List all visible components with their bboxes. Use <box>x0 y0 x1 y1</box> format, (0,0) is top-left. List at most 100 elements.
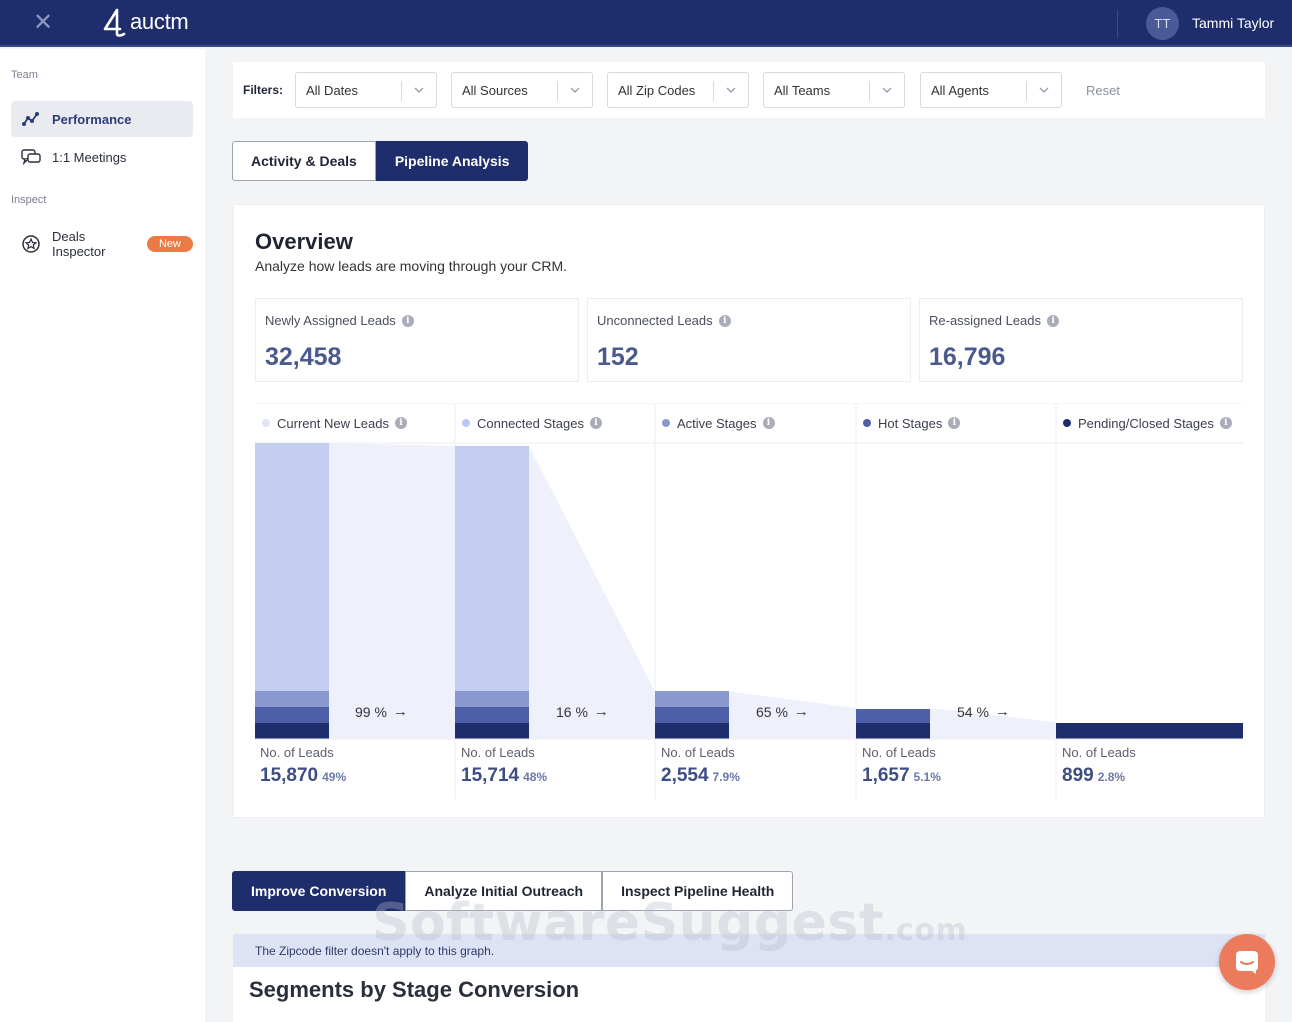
topbar-divider <box>1117 10 1118 38</box>
leads-count: 15,870 <box>260 765 319 786</box>
tab-improve-conversion[interactable]: Improve Conversion <box>232 871 406 911</box>
stat-newly-assigned: Newly Assigned Leads i 32,458 <box>255 298 579 382</box>
tab-activity-deals[interactable]: Activity & Deals <box>232 141 376 181</box>
stat-label: Unconnected Leads i <box>597 313 731 328</box>
arrow-right-icon: → <box>994 703 1010 720</box>
view-tabs: Activity & Deals Pipeline Analysis <box>232 141 529 181</box>
sidebar-item-label: Performance <box>52 111 132 127</box>
leads-share: 5.1% <box>913 770 941 784</box>
sidebar: Team Performance 1:1 Meetings Inspect De… <box>0 49 205 1022</box>
stat-value: 152 <box>597 343 639 371</box>
reset-button[interactable]: Reset <box>1086 83 1120 98</box>
user-name[interactable]: Tammi Taylor <box>1192 15 1275 31</box>
stage-header-connected: Connected Stages i <box>455 403 655 443</box>
tab-pipeline-analysis[interactable]: Pipeline Analysis <box>375 141 529 181</box>
sidebar-item-performance[interactable]: Performance <box>11 101 193 137</box>
chevron-down-icon <box>570 87 580 93</box>
top-bar: ✕ auctm TT Tammi Taylor <box>0 0 1292 47</box>
leads-count: 1,657 <box>862 765 910 786</box>
stat-unconnected: Unconnected Leads i 152 <box>587 298 911 382</box>
dates-select[interactable]: All Dates <box>295 72 437 108</box>
zip-codes-select[interactable]: All Zip Codes <box>607 72 749 108</box>
zipcode-notice: The Zipcode filter doesn't apply to this… <box>233 934 1265 967</box>
select-value: All Agents <box>931 83 989 98</box>
sidebar-section-team: Team <box>11 69 38 81</box>
chat-icon <box>1236 951 1258 974</box>
info-icon[interactable]: i <box>395 417 407 429</box>
filters-bar: Filters: All Dates All Sources All Zip C… <box>233 62 1265 118</box>
avatar[interactable]: TT <box>1146 7 1179 40</box>
teams-select[interactable]: All Teams <box>763 72 905 108</box>
funnel-bar-segment <box>655 691 729 707</box>
stage-footer: No. of Leads 15,714 48% <box>461 745 547 787</box>
segments-title: Segments by Stage Conversion <box>249 977 580 1002</box>
stage-dot <box>262 419 270 427</box>
logo-mark-icon <box>103 8 126 37</box>
leads-label: No. of Leads <box>461 745 535 760</box>
funnel-bar-segment <box>255 723 329 739</box>
funnel-bar-segment <box>655 723 729 739</box>
select-value: All Sources <box>462 83 528 98</box>
funnel-graphic <box>255 403 1243 799</box>
info-icon[interactable]: i <box>589 417 602 429</box>
info-icon[interactable]: i <box>718 314 731 327</box>
performance-icon <box>21 109 41 129</box>
analysis-tabs: Improve Conversion Analyze Initial Outre… <box>232 871 794 911</box>
conversion-rate: 65 % → <box>756 703 809 720</box>
sidebar-item-label: 1:1 Meetings <box>52 149 127 165</box>
select-value: All Teams <box>774 83 831 98</box>
arrow-right-icon: → <box>392 703 408 720</box>
new-badge: New <box>146 236 193 252</box>
filters-label: Filters: <box>243 83 284 97</box>
stat-label: Re-assigned Leads i <box>929 313 1060 328</box>
funnel-bar-segment <box>455 707 529 723</box>
select-value: All Zip Codes <box>618 83 696 98</box>
chevron-down-icon <box>882 87 892 93</box>
sources-select[interactable]: All Sources <box>451 72 593 108</box>
leads-share: 7.9% <box>712 770 740 784</box>
leads-label: No. of Leads <box>1062 745 1136 760</box>
leads-share: 48% <box>523 770 548 784</box>
tab-analyze-initial-outreach[interactable]: Analyze Initial Outreach <box>405 871 603 911</box>
funnel-bar-segment <box>455 691 529 707</box>
chat-bubbles-icon <box>21 147 41 167</box>
stage-footer: No. of Leads 2,554 7.9% <box>661 745 740 787</box>
funnel-bar-segment <box>856 723 930 739</box>
conversion-rate: 16 % → <box>556 703 609 720</box>
sidebar-item-deals-inspector[interactable]: Deals Inspector New <box>11 226 193 262</box>
stage-dot <box>462 419 470 427</box>
leads-label: No. of Leads <box>862 745 936 760</box>
chevron-down-icon <box>726 87 736 93</box>
star-badge-icon <box>21 234 41 254</box>
conversion-rate: 99 % → <box>355 703 408 720</box>
info-icon[interactable]: i <box>401 314 414 327</box>
info-icon[interactable]: i <box>762 417 775 429</box>
sidebar-item-meetings[interactable]: 1:1 Meetings <box>11 139 193 175</box>
info-icon[interactable]: i <box>1219 417 1232 429</box>
leads-label: No. of Leads <box>260 745 334 760</box>
chevron-down-icon <box>1039 87 1049 93</box>
funnel-flow <box>329 443 455 739</box>
stat-value: 16,796 <box>929 343 1006 371</box>
funnel-bar-segment <box>455 723 529 739</box>
stage-footer: No. of Leads 1,657 5.1% <box>862 745 941 787</box>
info-icon[interactable]: i <box>1047 314 1060 327</box>
close-icon[interactable]: ✕ <box>32 9 54 36</box>
pipeline-funnel: Current New Leads i Connected Stages i Act… <box>255 403 1243 799</box>
chevron-down-icon <box>414 87 424 93</box>
stat-value: 32,458 <box>265 343 342 371</box>
sidebar-item-label: Deals Inspector <box>52 229 106 259</box>
leads-label: No. of Leads <box>661 745 735 760</box>
info-icon[interactable]: i <box>948 417 961 429</box>
select-value: All Dates <box>306 83 359 98</box>
overview-subtitle: Analyze how leads are moving through you… <box>255 258 568 274</box>
stage-header-pending-closed: Pending/Closed Stages i <box>1056 403 1243 443</box>
funnel-bar-segment <box>455 445 529 691</box>
agents-select[interactable]: All Agents <box>920 72 1062 108</box>
tab-inspect-pipeline-health[interactable]: Inspect Pipeline Health <box>602 871 794 911</box>
funnel-bar-segment <box>255 707 329 723</box>
funnel-bar-segment <box>655 707 729 723</box>
funnel-flow <box>729 691 856 739</box>
stage-dot <box>662 419 670 427</box>
chat-launcher-button[interactable] <box>1219 934 1275 990</box>
